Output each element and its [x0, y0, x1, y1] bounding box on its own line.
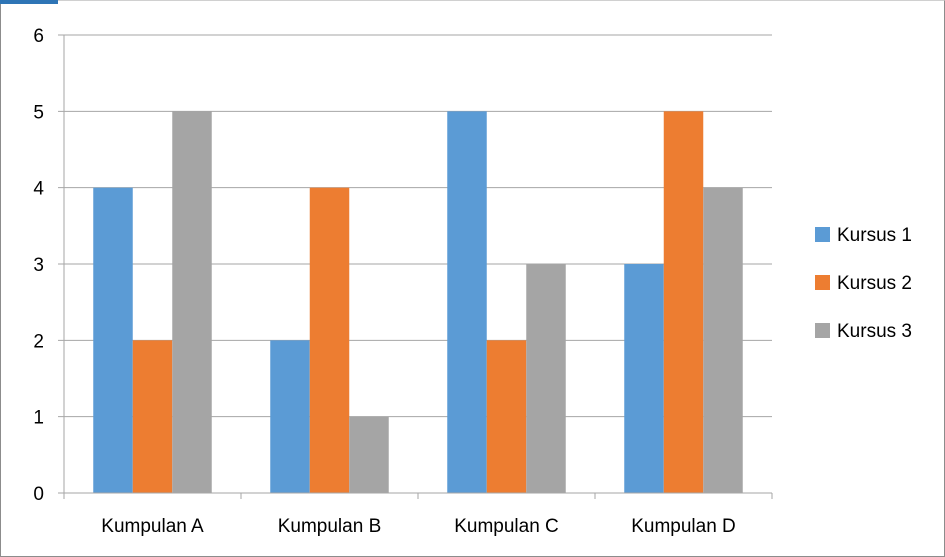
legend: Kursus 1 Kursus 2 Kursus 3 [815, 225, 912, 342]
legend-label-kursus-3: Kursus 3 [837, 321, 912, 342]
x-tick-label-kumpulan-c: Kumpulan C [454, 516, 559, 537]
x-tick-label-kumpulan-b: Kumpulan B [278, 516, 382, 537]
y-tick-label-5: 5 [33, 102, 44, 123]
y-tick-label-0: 0 [33, 484, 44, 505]
bar-kumpulan-c-kursus-3 [526, 264, 566, 493]
top-accent-bar [0, 0, 58, 4]
legend-swatch-kursus-1 [815, 227, 830, 242]
bar-kumpulan-c-kursus-2 [486, 340, 527, 493]
bar-kumpulan-a-kursus-2 [132, 340, 173, 493]
y-tick-label-1: 1 [33, 408, 44, 429]
bar-kumpulan-d-kursus-1 [624, 264, 664, 493]
bars [93, 111, 743, 493]
bar-kumpulan-d-kursus-3 [703, 187, 743, 493]
axes [58, 35, 773, 499]
y-axis-tick-labels: 0 1 2 3 4 5 6 [33, 26, 44, 505]
x-tick-label-kumpulan-d: Kumpulan D [631, 516, 736, 537]
bar-kumpulan-a-kursus-3 [172, 111, 212, 493]
bar-kumpulan-b-kursus-1 [270, 340, 310, 493]
y-tick-label-6: 6 [33, 26, 44, 47]
bar-kumpulan-b-kursus-2 [309, 187, 350, 493]
x-axis-tick-labels: Kumpulan A Kumpulan B Kumpulan C Kumpulan D [101, 516, 736, 537]
legend-swatch-kursus-3 [815, 323, 830, 338]
bar-kumpulan-c-kursus-1 [447, 111, 487, 493]
bar-kumpulan-d-kursus-2 [663, 111, 704, 493]
legend-swatch-kursus-2 [815, 275, 830, 290]
legend-label-kursus-2: Kursus 2 [837, 273, 912, 294]
bar-kumpulan-b-kursus-3 [349, 416, 389, 493]
legend-label-kursus-1: Kursus 1 [837, 225, 912, 246]
y-tick-label-3: 3 [33, 255, 44, 276]
y-tick-label-2: 2 [33, 331, 44, 352]
x-tick-label-kumpulan-a: Kumpulan A [101, 516, 204, 537]
bar-kumpulan-a-kursus-1 [93, 187, 133, 493]
y-tick-label-4: 4 [33, 179, 44, 200]
